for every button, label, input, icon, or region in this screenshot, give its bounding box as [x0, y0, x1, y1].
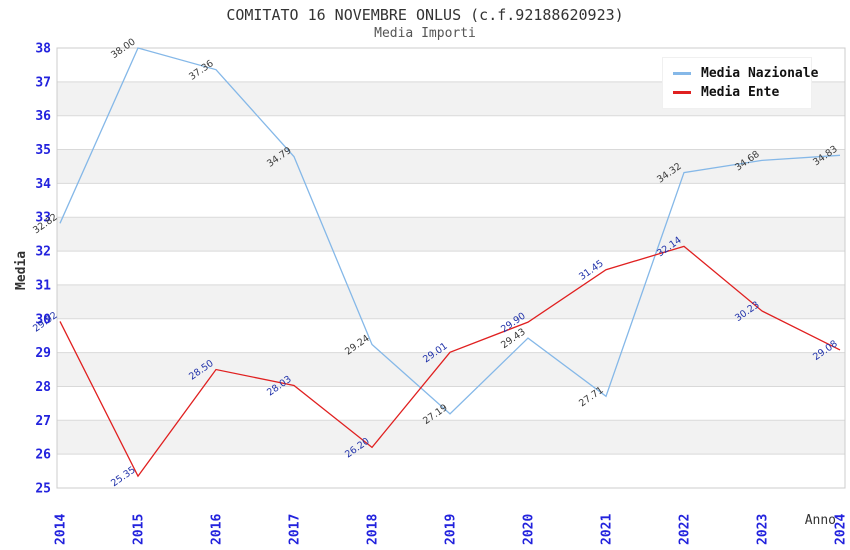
legend-swatch-nazionale-icon [673, 72, 691, 75]
plot-band [57, 149, 845, 184]
x-tick-label: 2018 [366, 514, 381, 545]
y-axis-title: Media [14, 250, 29, 290]
y-tick-label: 36 [35, 109, 51, 124]
x-tick-label: 2023 [756, 514, 771, 545]
x-tick-label: 2014 [54, 514, 69, 545]
chart-subtitle: Media Importi [374, 26, 476, 41]
legend-item-media-nazionale: Media Nazionale [673, 64, 818, 83]
series-line-nazionale [59, 47, 841, 415]
x-tick-label: 2019 [444, 514, 459, 545]
y-tick-label: 34 [35, 177, 51, 192]
x-tick-label: 2017 [288, 514, 303, 545]
y-tick-label: 29 [35, 346, 51, 361]
plot-band [57, 217, 845, 252]
series-line-ente [59, 245, 841, 478]
plot-band [57, 251, 845, 285]
x-tick-label: 2020 [522, 514, 537, 545]
y-tick-label: 26 [35, 448, 51, 463]
x-tick-label: 2015 [132, 514, 147, 545]
x-tick-label: 2022 [678, 514, 693, 545]
y-tick-label: 28 [35, 380, 51, 395]
legend-item-media-ente: Media Ente [673, 83, 803, 102]
plot-band [57, 386, 845, 421]
y-tick-label: 27 [35, 414, 51, 429]
y-tick-label: 31 [35, 278, 51, 293]
chart-title: COMITATO 16 NOVEMBRE ONLUS (c.f.92188620… [226, 6, 624, 24]
plot-band [57, 115, 845, 150]
plot-band [57, 183, 845, 218]
legend-swatch-ente-icon [673, 91, 691, 94]
legend: Media Nazionale Media Ente [662, 57, 818, 109]
legend-label: Media Ente [701, 85, 780, 100]
legend-label: Media Nazionale [701, 66, 819, 81]
x-tick-label: 2016 [210, 514, 225, 545]
y-tick-label: 33 [35, 211, 51, 226]
y-tick-label: 32 [35, 245, 51, 260]
plot-border [56, 47, 846, 489]
plot-band [57, 454, 845, 488]
y-tick-label: 37 [35, 75, 51, 90]
plot-band [57, 284, 845, 319]
y-tick-label: 30 [35, 312, 51, 327]
y-tick-label: 25 [35, 482, 51, 497]
y-tick-label: 38 [35, 42, 51, 57]
x-tick-label: 2021 [600, 514, 615, 545]
plot-band [57, 352, 845, 387]
y-tick-label: 35 [35, 143, 51, 158]
plot-band [57, 318, 845, 353]
x-tick-label: 2024 [834, 514, 849, 545]
plot-band [57, 420, 845, 455]
x-axis-title: Anno [804, 513, 836, 528]
